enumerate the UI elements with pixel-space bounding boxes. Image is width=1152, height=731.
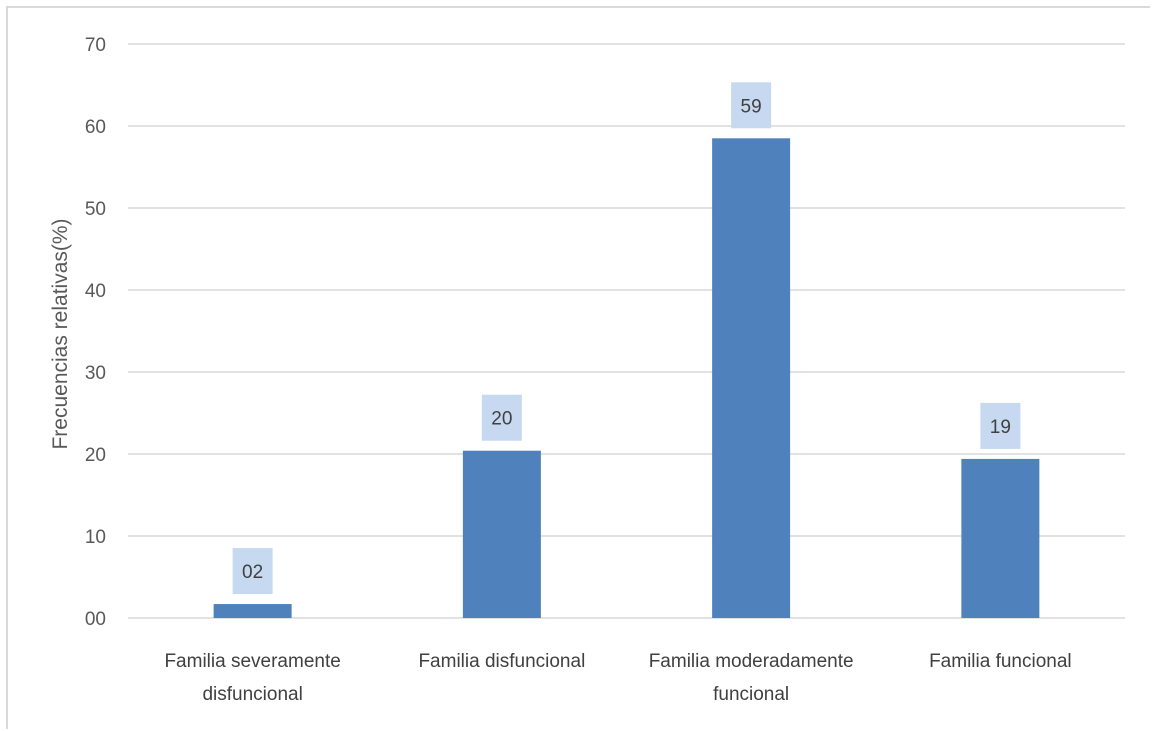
data-label-box	[481, 394, 522, 441]
x-category-label: Familia moderadamente	[649, 651, 854, 672]
bar	[462, 450, 541, 618]
chart-frame	[6, 6, 1150, 729]
bar	[712, 138, 791, 619]
y-tick-label: 00	[85, 609, 106, 630]
x-category-label: Familia funcional	[929, 651, 1072, 672]
y-tick-label: 40	[85, 281, 106, 302]
x-axis-category-labels: Familia severamente disfuncional Familia d…	[164, 651, 1071, 705]
grid-lines	[128, 43, 1125, 619]
y-tick-label: 70	[85, 35, 106, 56]
data-label: 19	[990, 417, 1011, 438]
x-category-label: Familia disfuncional	[418, 651, 585, 672]
y-axis-title: Frecuencias relativas(%)	[49, 218, 72, 449]
data-label-box	[731, 82, 772, 129]
y-tick-label: 30	[85, 363, 106, 384]
data-label: 02	[242, 562, 263, 583]
data-label: 59	[741, 96, 762, 117]
bar	[213, 604, 292, 618]
data-label-box	[980, 402, 1021, 449]
data-label: 20	[491, 409, 512, 430]
y-axis-tick-labels: 00 10 20 30 40 50 60 70	[85, 35, 106, 630]
bars	[213, 138, 1040, 619]
x-category-label: Familia severamente	[164, 651, 340, 672]
x-category-label: funcional	[713, 684, 789, 705]
y-tick-label: 10	[85, 527, 106, 548]
y-tick-label: 20	[85, 445, 106, 466]
data-labels: 02 20 59 19	[232, 82, 1021, 595]
bar	[961, 458, 1040, 618]
x-category-label: disfuncional	[202, 684, 302, 705]
y-tick-label: 50	[85, 199, 106, 220]
y-tick-label: 60	[85, 117, 106, 138]
data-label-box	[232, 548, 273, 595]
